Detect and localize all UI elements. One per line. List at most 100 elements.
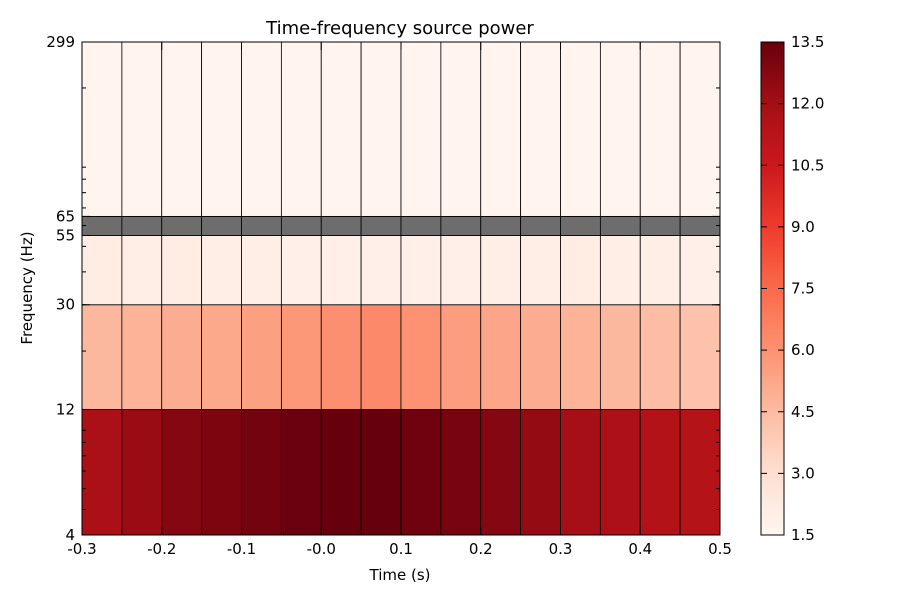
- heatmap-cell: [440, 235, 482, 306]
- heatmap-cell: [121, 215, 163, 236]
- heatmap-cell: [520, 235, 561, 306]
- heatmap-cell: [121, 235, 163, 306]
- heatmap-cell: [440, 215, 482, 236]
- heatmap-cell: [121, 304, 163, 410]
- heatmap-cell: [679, 215, 721, 236]
- heatmap-cell: [679, 41, 721, 217]
- colorbar-tick-label: 7.5: [791, 280, 815, 298]
- heatmap-cell: [599, 304, 641, 410]
- heatmap-cell: [121, 41, 163, 217]
- x-tick-label: 0.2: [469, 540, 493, 558]
- y-tick-label: 12: [56, 400, 75, 418]
- heatmap-cell: [639, 304, 681, 410]
- x-tick-label: 0.5: [708, 540, 732, 558]
- heatmap-cell: [560, 215, 601, 236]
- heatmap-cell: [161, 304, 203, 410]
- y-tick-label: 55: [56, 226, 75, 244]
- colorbar: 1.5 3.0 4.5 6.0 7.5 9.0 10.5 12.0 13.5: [760, 33, 824, 544]
- heatmap-cell: [201, 235, 242, 306]
- heatmap-cell: [241, 409, 282, 536]
- heatmap-cell: [360, 235, 402, 306]
- y-tick-label: 4: [65, 526, 75, 544]
- heatmap-cell: [679, 409, 721, 536]
- heatmap-cell: [480, 41, 522, 217]
- y-axis-label: Frequency (Hz): [18, 231, 36, 344]
- heatmap-cell: [201, 215, 242, 236]
- colorbar-tick-label: 3.0: [791, 464, 815, 482]
- heatmap-cell: [520, 41, 561, 217]
- colorbar-tick-label: 13.5: [791, 33, 824, 51]
- x-tick-label: -0.3: [67, 540, 96, 558]
- colorbar-tick-label: 12.0: [791, 95, 824, 113]
- x-tick-label: -0.1: [227, 540, 256, 558]
- chart-title: Time-frequency source power: [265, 18, 534, 39]
- heatmap-cell: [201, 409, 242, 536]
- x-tick-label: 0.1: [389, 540, 413, 558]
- heatmap-cell: [280, 215, 322, 236]
- heatmap-cell: [241, 41, 282, 217]
- colorbar-tick-label: 10.5: [791, 156, 824, 174]
- heatmap-cell: [320, 304, 362, 410]
- heatmap-cell: [560, 304, 601, 410]
- heatmap-cell: [520, 304, 561, 410]
- heatmap-cell: [560, 409, 601, 536]
- heatmap-cell: [400, 235, 442, 306]
- heatmap-cell: [440, 41, 482, 217]
- heatmap-cell: [639, 41, 681, 217]
- heatmap-cell: [360, 41, 402, 217]
- heatmap-cell: [360, 304, 402, 410]
- heatmap-cell: [161, 215, 203, 236]
- heatmap-cell: [400, 304, 442, 410]
- heatmap-cell: [280, 409, 322, 536]
- heatmap-cell: [81, 409, 123, 536]
- x-tick-label: 0.3: [549, 540, 573, 558]
- heatmap-cell: [480, 409, 522, 536]
- heatmap-cell: [201, 304, 242, 410]
- heatmap-cell: [560, 235, 601, 306]
- heatmap-cell: [520, 215, 561, 236]
- heatmap-cell: [241, 215, 282, 236]
- y-tick-label: 65: [56, 207, 75, 225]
- heatmap-cell: [400, 409, 442, 536]
- y-tick-label: 299: [46, 33, 75, 51]
- heatmap-cell: [161, 409, 203, 536]
- heatmap-cell: [520, 409, 561, 536]
- heatmap-cell: [639, 235, 681, 306]
- heatmap-cell: [201, 41, 242, 217]
- heatmap-cell: [599, 215, 641, 236]
- heatmap-cell: [81, 41, 123, 217]
- colorbar-tick-label: 1.5: [791, 526, 815, 544]
- x-axis-label: Time (s): [369, 566, 431, 584]
- heatmap-cell: [320, 235, 362, 306]
- heatmap-cell: [161, 41, 203, 217]
- colorbar-tick-label: 9.0: [791, 218, 815, 236]
- heatmap-cell: [81, 215, 123, 236]
- heatmap-cell: [639, 409, 681, 536]
- heatmap-cell: [81, 304, 123, 410]
- heatmap-cell: [599, 235, 641, 306]
- heatmap-cell: [679, 304, 721, 410]
- x-tick-label: -0.0: [307, 540, 336, 558]
- heatmap-cell: [81, 235, 123, 306]
- heatmap-cell: [599, 41, 641, 217]
- heatmap-cell: [241, 235, 282, 306]
- heatmap-cell: [360, 215, 402, 236]
- x-tick-label: -0.2: [147, 540, 176, 558]
- colorbar-tick-label: 4.5: [791, 403, 815, 421]
- heatmap-cell: [440, 409, 482, 536]
- x-axis: -0.3 -0.2 -0.1 -0.0 0.1 0.2 0.3 0.4 0.5: [67, 42, 732, 558]
- heatmap-cell: [320, 41, 362, 217]
- heatmap-cell: [480, 235, 522, 306]
- heatmap-cell: [639, 215, 681, 236]
- heatmap-cell: [440, 304, 482, 410]
- heatmap-cell: [400, 41, 442, 217]
- heatmap-cell: [480, 215, 522, 236]
- y-tick-label: 30: [56, 296, 75, 314]
- heatmap-cell: [241, 304, 282, 410]
- x-tick-label: 0.4: [628, 540, 652, 558]
- heatmap-cell: [280, 304, 322, 410]
- heatmap-cell: [400, 215, 442, 236]
- heatmap-cell: [480, 304, 522, 410]
